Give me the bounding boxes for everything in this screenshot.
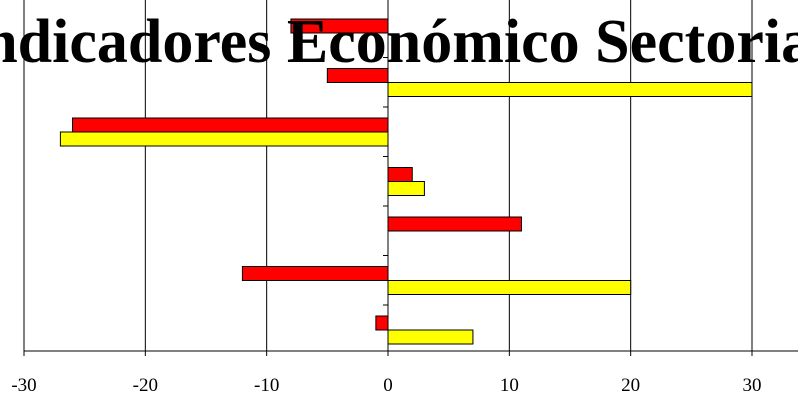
bar bbox=[387, 216, 522, 232]
bar bbox=[387, 280, 632, 295]
x-tick-label: 0 bbox=[383, 375, 393, 396]
bar bbox=[387, 181, 425, 196]
bar bbox=[387, 329, 474, 345]
x-tick-label: 30 bbox=[743, 375, 762, 396]
x-tick-label: 20 bbox=[621, 375, 640, 396]
tick-labels: -30 -20 -10 0 10 20 30 bbox=[11, 375, 761, 396]
bar bbox=[375, 315, 389, 331]
x-tick-label: -20 bbox=[133, 375, 158, 396]
bar bbox=[241, 266, 389, 281]
x-tick-label: -10 bbox=[254, 375, 279, 396]
axes bbox=[23, 0, 798, 356]
bar bbox=[387, 167, 413, 182]
bar bbox=[387, 82, 753, 97]
x-tick-label: -30 bbox=[11, 375, 36, 396]
x-tick-label: 10 bbox=[500, 375, 519, 396]
gridlines bbox=[23, 0, 753, 351]
chart-title: Indicadores Económico Sectoriales bbox=[0, 8, 798, 76]
bar bbox=[72, 117, 389, 133]
bar bbox=[59, 131, 389, 147]
